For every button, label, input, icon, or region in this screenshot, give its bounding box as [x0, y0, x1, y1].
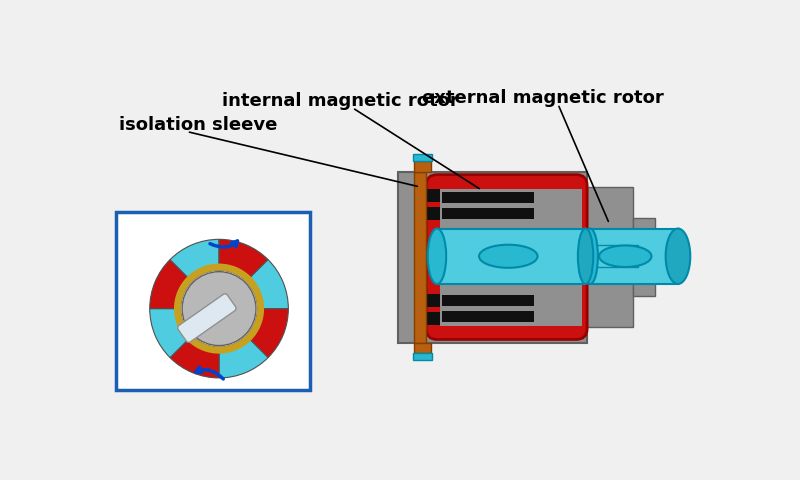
Ellipse shape	[666, 228, 690, 284]
Bar	[414, 343, 430, 353]
Bar	[442, 192, 534, 203]
Bar	[590, 228, 678, 284]
Bar	[398, 171, 587, 343]
Bar	[634, 218, 655, 296]
Text: internal magnetic rotor: internal magnetic rotor	[222, 93, 459, 110]
Bar	[414, 187, 587, 327]
Bar	[442, 311, 534, 323]
Ellipse shape	[479, 245, 538, 268]
Wedge shape	[246, 260, 288, 309]
Wedge shape	[219, 240, 268, 281]
Bar	[442, 295, 534, 306]
Bar	[413, 353, 431, 360]
Wedge shape	[170, 336, 219, 378]
FancyBboxPatch shape	[426, 175, 587, 339]
Bar	[442, 208, 534, 219]
Bar	[415, 207, 534, 220]
Bar	[415, 294, 534, 307]
Bar	[586, 245, 638, 267]
Bar	[440, 189, 582, 325]
Ellipse shape	[582, 228, 598, 284]
Wedge shape	[150, 260, 192, 309]
Bar	[414, 161, 430, 171]
Wedge shape	[219, 336, 268, 378]
Bar	[116, 212, 310, 390]
Bar	[415, 189, 534, 203]
Bar	[415, 312, 534, 325]
Text: external magnetic rotor: external magnetic rotor	[422, 89, 663, 107]
Ellipse shape	[182, 272, 256, 346]
Wedge shape	[150, 309, 192, 358]
Wedge shape	[170, 240, 219, 281]
Ellipse shape	[578, 228, 594, 284]
Ellipse shape	[428, 228, 446, 284]
FancyBboxPatch shape	[178, 294, 236, 342]
Bar	[414, 171, 426, 343]
Ellipse shape	[599, 245, 651, 267]
Bar	[413, 154, 431, 161]
Bar	[437, 228, 586, 284]
Wedge shape	[246, 309, 288, 358]
Bar	[587, 187, 634, 327]
Text: isolation sleeve: isolation sleeve	[119, 116, 278, 134]
